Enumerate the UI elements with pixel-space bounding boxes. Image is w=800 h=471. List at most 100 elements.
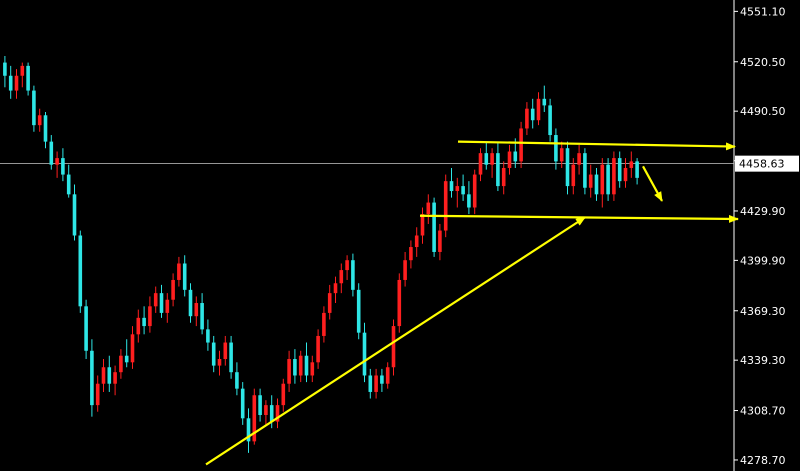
candle-down (32, 85, 36, 132)
candle-body (20, 65, 25, 76)
candle-body (409, 247, 413, 261)
candle-body (217, 359, 222, 366)
candle-up (536, 92, 541, 126)
candle-down (496, 141, 500, 192)
candle-up (113, 365, 117, 396)
candle-up (177, 256, 181, 287)
candle-body (206, 329, 210, 343)
candle-body (8, 75, 13, 91)
candle-body (153, 293, 158, 307)
y-tick-label: 4339.30 (740, 354, 786, 367)
candle-body (264, 405, 268, 416)
candle-up (409, 240, 413, 269)
candle-body (362, 332, 367, 376)
candle-down (583, 148, 587, 195)
candle-down (84, 299, 88, 360)
candle-body (159, 293, 164, 313)
candle-up (577, 144, 581, 175)
candle-up (612, 151, 616, 201)
candle-body (461, 186, 465, 195)
candle-body (200, 303, 204, 330)
candle-body (55, 158, 59, 165)
y-tick-label: 4429.90 (740, 205, 786, 218)
candle-body (351, 260, 355, 290)
candle-body (14, 75, 19, 91)
candle-down (368, 368, 373, 399)
candle-body (90, 350, 94, 406)
candle-up (281, 378, 286, 412)
candle-body (374, 375, 378, 392)
candle-up (298, 350, 303, 383)
candle-down (206, 319, 210, 351)
candle-up (264, 400, 268, 425)
candle-down (432, 197, 436, 257)
candle-down (467, 181, 471, 215)
candle-body (246, 418, 251, 442)
candle-down (240, 382, 245, 425)
candle-up (119, 349, 123, 379)
current-price-box (735, 155, 799, 172)
candle-up (95, 375, 100, 412)
candle-up (322, 306, 326, 343)
candle-down (554, 128, 558, 170)
candle-up (55, 151, 59, 178)
candle-up (275, 398, 280, 429)
candle-body (472, 174, 477, 208)
candle-up (525, 102, 529, 136)
candle-up (385, 362, 390, 389)
candle-up (217, 350, 222, 376)
candle-body (397, 279, 402, 327)
candle-down (565, 141, 570, 195)
candle-up (310, 355, 315, 383)
candle-body (298, 355, 303, 376)
trend-arrow-line (205, 216, 586, 466)
candle-up (490, 148, 494, 178)
candle-body (275, 405, 280, 422)
candle-body (612, 158, 616, 195)
candle-up (559, 141, 564, 168)
candle-body (403, 260, 407, 280)
candle-up (333, 276, 338, 304)
candles (3, 55, 639, 453)
candle-body (467, 194, 471, 208)
candle-body (391, 326, 396, 368)
candle-body (165, 299, 170, 313)
candle-up (316, 329, 320, 369)
candle-down (351, 253, 355, 297)
candle-body (443, 181, 448, 231)
candle-body (113, 372, 117, 384)
candle-up (20, 62, 25, 88)
candle-body (536, 98, 541, 121)
current-price-label: 4458.63 (735, 155, 799, 172)
candle-up (519, 121, 523, 168)
candle-up (37, 108, 42, 132)
candle-body (316, 335, 320, 363)
candle-down (635, 158, 639, 185)
candle-up (153, 286, 158, 313)
candle-body (420, 214, 425, 236)
candle-down (188, 283, 193, 323)
trend-arrow-line (419, 214, 739, 223)
candle-down (90, 339, 94, 417)
candle-up (136, 309, 141, 343)
candle-body (333, 283, 338, 294)
candle-body (530, 108, 535, 121)
candle-body (548, 105, 552, 136)
candle-up (327, 284, 332, 320)
candle-down (606, 158, 610, 201)
candle-down (142, 306, 146, 335)
candle-down (26, 62, 30, 96)
candle-body (519, 128, 523, 162)
candle-up (623, 158, 628, 188)
candle-body (66, 174, 71, 195)
candle-down (200, 293, 204, 335)
candle-body (84, 306, 88, 351)
candle-up (403, 251, 407, 287)
candle-body (496, 153, 500, 187)
candle-body (119, 355, 123, 373)
candle-body (72, 194, 77, 236)
candle-down (235, 362, 239, 396)
candle-down (66, 164, 71, 198)
candle-body (606, 164, 610, 195)
